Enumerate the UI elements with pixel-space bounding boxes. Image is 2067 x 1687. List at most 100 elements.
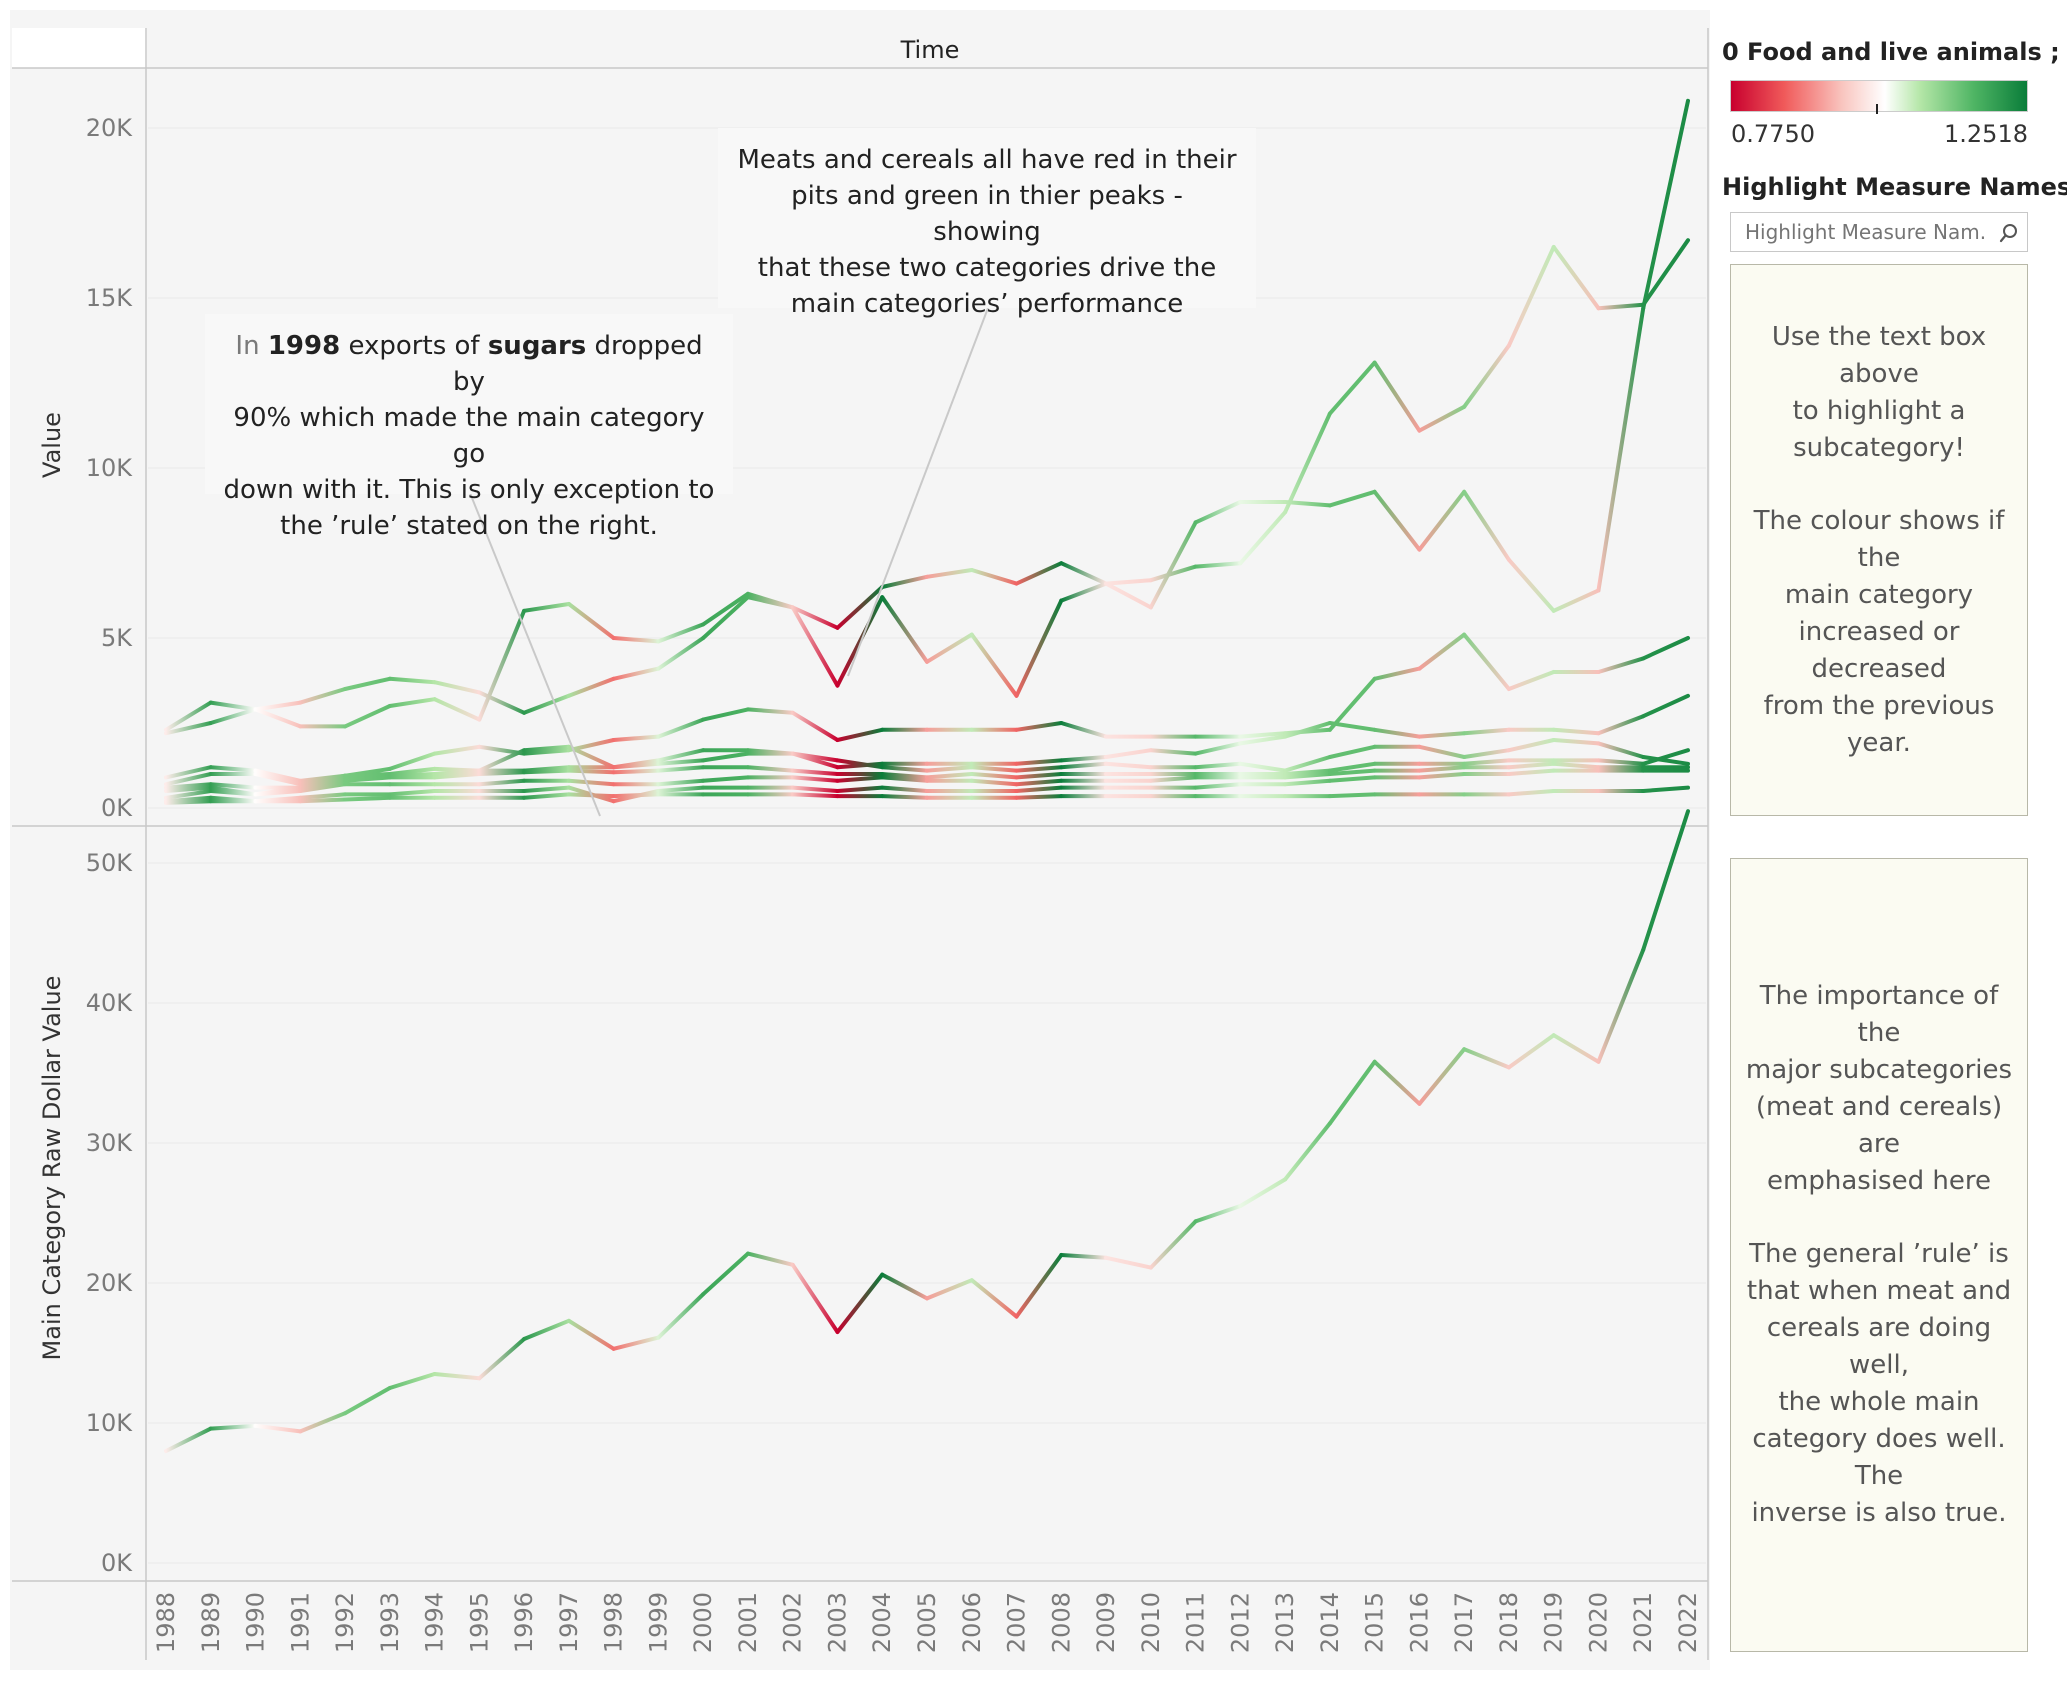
top-series-4-segment-2021[interactable] [1641,755,1690,766]
top-series-0-segment-2002[interactable] [790,605,840,630]
top-series-0-segment-2009[interactable] [1104,578,1153,586]
top-series-1-segment-2000[interactable] [701,595,750,640]
top-series-1-segment-1997[interactable] [566,676,616,698]
top-series-3-segment-1995[interactable] [477,748,527,773]
top-series-6-segment-1999[interactable] [656,778,706,787]
bottom-series-0-segment-1999[interactable] [656,1292,706,1340]
top-series-1-segment-2003[interactable] [835,595,885,688]
top-series-4-segment-2002[interactable] [790,751,840,763]
top-series-2-segment-2001[interactable] [745,707,795,715]
color-legend-ramp[interactable] [1730,80,2028,112]
top-series-4-segment-2017[interactable] [1462,748,1511,759]
top-series-0-segment-1993[interactable] [387,697,437,708]
top-series-3-segment-2015[interactable] [1372,727,1422,739]
top-series-4-segment-2011[interactable] [1193,761,1243,770]
top-series-0-segment-2021[interactable] [1641,238,1690,307]
bottom-series-0-segment-2010[interactable] [1148,1219,1198,1270]
bottom-series-0-segment-1996[interactable] [522,1318,571,1341]
top-series-1-segment-1991[interactable] [298,687,348,705]
top-series-2-segment-2021[interactable] [1641,636,1690,661]
top-series-4-segment-2000[interactable] [701,751,750,763]
top-series-1-segment-2017[interactable] [1462,489,1511,562]
top-series-3-segment-1997[interactable] [566,744,616,770]
top-series-0-segment-2012[interactable] [1238,510,1288,566]
top-series-2-segment-2012[interactable] [1238,731,1288,739]
bottom-series-0-segment-1991[interactable] [298,1411,348,1434]
bottom-series-0-segment-2012[interactable] [1238,1177,1288,1208]
highlight-search-input[interactable] [1730,212,2028,252]
top-series-5-segment-2013[interactable] [1283,768,1332,776]
top-series-3-segment-2012[interactable] [1238,734,1288,746]
top-series-5-segment-1991[interactable] [298,778,348,790]
top-series-2-segment-1990[interactable] [253,768,303,783]
top-series-5-segment-1994[interactable] [432,772,482,780]
top-series-7-segment-2014[interactable] [1327,775,1377,783]
top-series-7-segment-2013[interactable] [1283,778,1332,787]
top-series-3-segment-2016[interactable] [1417,731,1467,739]
top-series-2-segment-1996[interactable] [522,748,571,756]
top-series-0-segment-2011[interactable] [1193,561,1243,569]
top-series-4-segment-2014[interactable] [1327,744,1377,759]
top-series-0-segment-1994[interactable] [432,697,482,722]
top-series-6-segment-2003[interactable] [835,775,885,783]
top-series-8-segment-1992[interactable] [343,795,392,802]
top-series-7-segment-1993[interactable] [387,789,437,797]
top-series-2-segment-2015[interactable] [1372,666,1422,681]
top-series-6-segment-2004[interactable] [880,775,929,783]
bottom-series-0-segment-2008[interactable] [1059,1253,1109,1260]
top-series-6-segment-2010[interactable] [1148,775,1198,783]
top-series-4-segment-1989[interactable] [208,782,258,790]
top-series-0-segment-1988[interactable] [164,700,213,732]
top-series-4-segment-2008[interactable] [1059,761,1109,770]
bottom-series-0-segment-1994[interactable] [432,1372,482,1381]
top-series-2-segment-1993[interactable] [387,751,437,771]
top-series-2-segment-2016[interactable] [1417,632,1467,671]
top-series-2-segment-2008[interactable] [1059,721,1109,739]
top-series-0-segment-2006[interactable] [969,568,1019,586]
top-series-6-segment-1991[interactable] [298,782,348,793]
top-series-6-segment-2014[interactable] [1327,768,1377,776]
top-series-5-segment-2005[interactable] [925,772,974,780]
top-series-0-segment-2017[interactable] [1462,343,1511,409]
bottom-series-0-segment-2013[interactable] [1283,1121,1332,1182]
top-series-1-segment-2019[interactable] [1551,588,1601,613]
top-series-5-segment-1992[interactable] [343,775,392,783]
top-series-4-segment-2013[interactable] [1283,755,1332,773]
top-series-0-segment-2018[interactable] [1506,245,1556,348]
top-series-1-segment-1998[interactable] [611,666,661,681]
top-series-1-segment-2021[interactable] [1641,98,1690,311]
top-series-1-segment-2006[interactable] [969,632,1019,698]
bottom-series-0-segment-2019[interactable] [1551,1033,1601,1064]
top-series-5-segment-2004[interactable] [880,772,929,780]
top-series-0-segment-1990[interactable] [253,707,303,729]
top-series-7-segment-1991[interactable] [298,792,348,800]
bottom-series-0-segment-2001[interactable] [745,1251,795,1267]
bottom-series-0-segment-1993[interactable] [387,1372,437,1390]
top-series-0-segment-2016[interactable] [1417,404,1467,433]
top-series-2-segment-1994[interactable] [432,744,482,756]
top-series-1-segment-1996[interactable] [522,693,571,715]
top-series-6-segment-2016[interactable] [1417,765,1467,773]
top-series-4-segment-2006[interactable] [969,765,1019,773]
top-series-4-segment-2009[interactable] [1104,761,1153,770]
top-series-6-segment-2000[interactable] [701,775,750,783]
top-series-2-segment-2017[interactable] [1462,632,1511,691]
top-series-7-segment-2018[interactable] [1506,768,1556,776]
top-series-5-segment-1998[interactable] [611,768,661,775]
top-series-5-segment-2006[interactable] [969,772,1019,780]
top-series-6-segment-2013[interactable] [1283,772,1332,780]
top-series-1-segment-1995[interactable] [477,690,527,715]
top-series-5-segment-2021[interactable] [1641,748,1690,766]
top-series-0-segment-2007[interactable] [1014,561,1064,586]
top-series-1-segment-1994[interactable] [432,680,482,695]
top-series-1-segment-2004[interactable] [880,595,929,664]
top-series-8-segment-2021[interactable] [1641,785,1690,793]
top-series-7-segment-1999[interactable] [656,785,706,793]
top-series-4-segment-2004[interactable] [880,765,929,773]
top-series-0-segment-2015[interactable] [1372,360,1422,433]
top-series-6-segment-1997[interactable] [566,778,616,787]
bottom-series-0-segment-1988[interactable] [164,1426,213,1453]
top-series-7-segment-2016[interactable] [1417,772,1467,780]
top-series-4-segment-1999[interactable] [656,758,706,766]
top-series-1-segment-2013[interactable] [1283,500,1332,508]
